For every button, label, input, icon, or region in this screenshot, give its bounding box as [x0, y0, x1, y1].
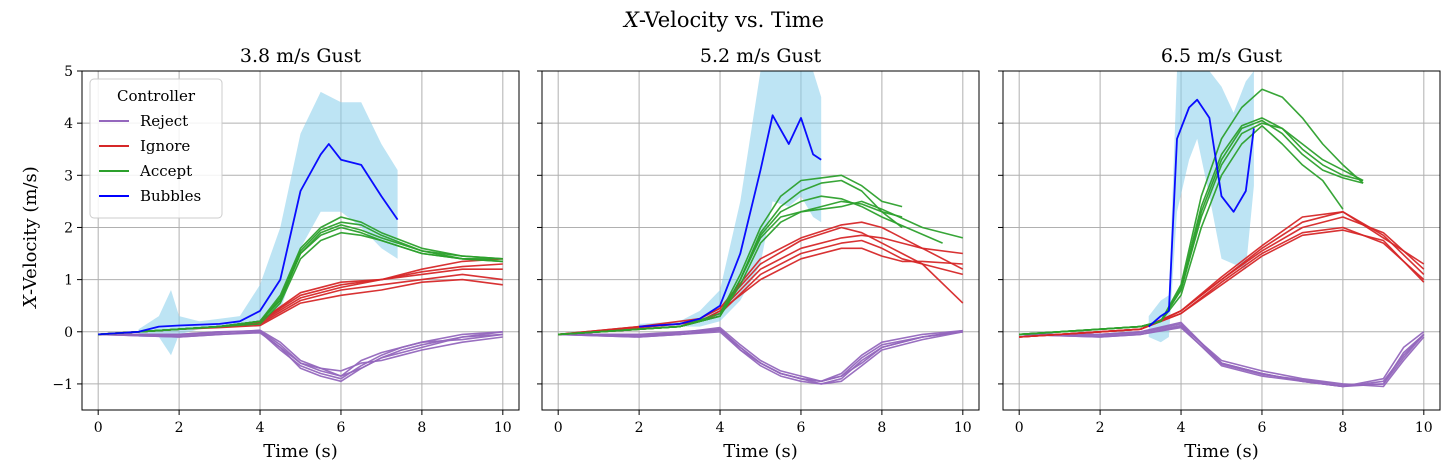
legend-label-reject: Reject	[140, 112, 188, 130]
legend-title: Controller	[117, 87, 196, 105]
ignore-series-line	[558, 221, 964, 336]
x-tick-label: 0	[94, 420, 103, 436]
legend: Controller Reject Ignore Accept Bubbles	[89, 78, 223, 219]
reject-series-line	[98, 331, 503, 380]
bubbles-series-line	[1148, 98, 1255, 328]
x-tick-label: 2	[175, 420, 184, 436]
x-tick-label: 6	[337, 420, 346, 436]
x-tick-label: 2	[1096, 420, 1105, 436]
bubbles-series-line	[98, 143, 399, 336]
reject-series-line	[558, 329, 963, 383]
reject-series-line	[1019, 321, 1425, 388]
accept-series-line	[98, 226, 503, 336]
x-tick-label: 4	[1177, 420, 1186, 436]
plot-area	[98, 91, 503, 383]
bubbles-uncertainty-band	[138, 91, 398, 356]
reject-series-line	[558, 326, 963, 383]
panel-title: 6.5 m/s Gust	[1161, 45, 1283, 67]
plot-area	[1019, 71, 1425, 388]
y-tick-label: 3	[64, 168, 73, 184]
legend-label-accept: Accept	[139, 162, 192, 180]
x-tick-label: 8	[417, 420, 426, 436]
bubbles-uncertainty-band	[1148, 71, 1254, 343]
legend-label-bubbles: Bubbles	[140, 187, 201, 205]
panel-title: 5.2 m/s Gust	[700, 45, 822, 67]
reject-series-line	[1019, 326, 1425, 386]
accept-series-line	[1019, 119, 1364, 336]
axes-frame	[541, 70, 980, 411]
x-tick-label: 4	[716, 420, 725, 436]
y-axis-label-rest: -Velocity (m/s)	[20, 166, 41, 295]
plot-area	[558, 71, 964, 385]
panel-3: 0 2 4 6 8 10 6.5 m/s Gust Time (s)	[998, 45, 1441, 462]
x-axis-label: Time (s)	[1184, 441, 1259, 462]
axes-frame	[81, 70, 520, 411]
y-tick-label: 5	[64, 64, 73, 80]
y-axis-label-variable: X	[20, 294, 41, 310]
x-tick-label: 6	[1258, 420, 1267, 436]
y-tick-label: 2	[64, 220, 73, 236]
panel-title: 3.8 m/s Gust	[240, 45, 362, 67]
x-tick-label: 8	[877, 420, 886, 436]
reject-series-line	[1019, 324, 1425, 388]
axes-frame	[1002, 70, 1441, 411]
x-tick-label: 2	[635, 420, 644, 436]
y-tick-label: 0	[64, 325, 73, 341]
x-tick-label: 4	[256, 420, 265, 436]
x-tick-label: 6	[797, 420, 806, 436]
x-axis-label: Time (s)	[723, 441, 798, 462]
x-axis-label: Time (s)	[263, 441, 338, 462]
x-tick-label: 0	[554, 420, 563, 436]
x-tick-label: 10	[954, 420, 972, 436]
legend-label-ignore: Ignore	[140, 137, 190, 155]
panels: 0 2 4 6 8 10 −1 0 1 2 3 4 5 3.8 m/s Gust Time (s) 0 2 4 6 8…	[52, 45, 1441, 462]
figure-title-rest: -Velocity vs. Time	[639, 8, 824, 32]
reject-series-line	[558, 331, 963, 385]
y-tick-label: 1	[64, 273, 73, 289]
x-tick-label: 0	[1015, 420, 1024, 436]
ignore-series-line	[1019, 229, 1425, 338]
x-tick-label: 10	[1415, 420, 1433, 436]
x-tick-label: 10	[494, 420, 512, 436]
legend-box	[89, 78, 223, 219]
reject-series-line	[98, 331, 503, 383]
y-tick-label: 4	[64, 116, 73, 132]
bubbles-uncertainty-band	[639, 71, 822, 330]
x-tick-label: 8	[1338, 420, 1347, 436]
figure-title-variable: X	[622, 8, 640, 32]
bubbles-series-line	[639, 114, 822, 328]
reject-series-line	[98, 332, 503, 377]
accept-series-line	[558, 195, 943, 336]
y-axis-label: X-Velocity (m/s)	[20, 166, 41, 310]
figure-title: X-Velocity vs. Time	[622, 8, 824, 32]
y-tick-label: −1	[52, 377, 73, 393]
reject-series-line	[558, 328, 963, 385]
panel-2: 0 2 4 6 8 10 5.2 m/s Gust Time (s)	[537, 45, 980, 462]
